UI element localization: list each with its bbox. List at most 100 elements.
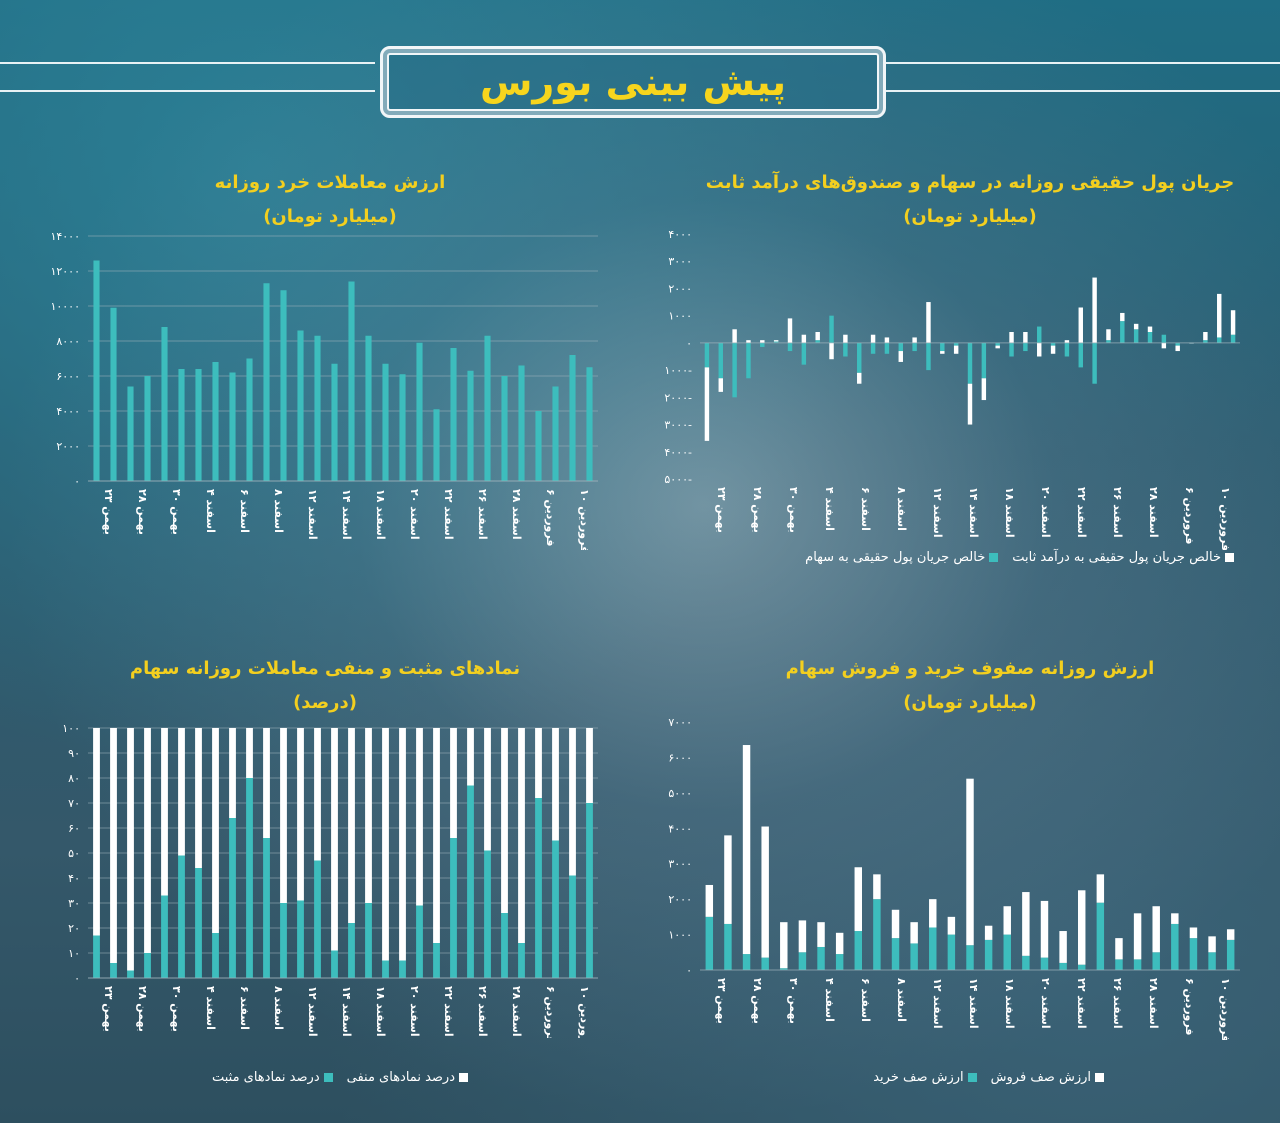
y-tick-label: ۲۰۰۰-: [664, 391, 692, 404]
bar-teal: [297, 330, 304, 481]
bar-teal: [761, 957, 769, 970]
bar-white: [995, 345, 1000, 349]
bar-teal: [297, 900, 304, 978]
y-tick-label: ۰: [686, 337, 692, 350]
x-tick-label: ۱۲ اسفند: [931, 487, 944, 538]
bar-white: [1078, 307, 1083, 343]
bar-teal: [93, 935, 100, 978]
y-tick-label: ۱۰۰۰: [668, 310, 692, 323]
title-box: پیش بینی بورس: [380, 46, 886, 118]
bar-white: [929, 899, 937, 928]
x-tick-label: ۸ اسفند: [895, 978, 908, 1022]
bar-white: [484, 728, 491, 851]
x-tick-label: ۶ اسفند: [859, 978, 872, 1022]
x-tick-label: ۲۸ اسفند: [510, 489, 523, 540]
bar-white: [746, 340, 751, 343]
bar-teal: [857, 342, 862, 373]
bar-white: [870, 334, 876, 343]
bar-teal: [891, 938, 900, 970]
bar-teal: [1078, 964, 1086, 970]
bar-teal: [801, 342, 807, 365]
bar-white: [1050, 345, 1056, 354]
bar-white: [1040, 900, 1049, 958]
y-tick-label: ۰: [686, 964, 692, 977]
x-tick-label: ۲۳ بهمن: [102, 986, 115, 1032]
bar-teal: [450, 838, 457, 978]
bar-white: [1208, 936, 1216, 953]
bar-white: [1217, 293, 1222, 338]
bar-teal: [518, 943, 525, 978]
bar-teal: [1009, 342, 1014, 357]
retail-chart: ۱۴۰۰۰ ۱۲۰۰۰ ۱۰۰۰۰ ۸۰۰۰ ۶۰۰۰ ۴۰۰۰ ۲۰۰۰ ۰ ۲۳ بهمن ۲…: [50, 230, 598, 550]
y-tick-label: ۱۰: [68, 947, 80, 960]
bar-white: [297, 728, 304, 901]
x-tick-label: ۶ فروردین: [544, 489, 557, 546]
bar-white: [331, 728, 338, 951]
x-tick-label: ۱۴ اسفند: [967, 978, 980, 1029]
retail-title-line2: (میلیارد تومان): [263, 206, 397, 227]
bar-white: [195, 728, 202, 868]
legend-item-buy-queue: ارزش صف خرید: [873, 1070, 977, 1085]
bar-teal: [365, 903, 372, 978]
bar-white: [161, 728, 168, 896]
y-tick-label: ۱۰۰۰: [668, 929, 692, 942]
bar-teal: [967, 342, 973, 384]
bar-white: [1078, 890, 1086, 965]
bar-teal: [331, 363, 338, 481]
bar-teal: [365, 335, 372, 481]
symbols-title-line2: (درصد): [293, 692, 357, 713]
bar-teal: [178, 855, 185, 978]
bar-white: [1161, 342, 1167, 349]
bar-white: [705, 884, 714, 917]
bar-teal: [1003, 934, 1011, 970]
symbols-legend: درصد نمادهای منفی درصد نمادهای مثبت: [212, 1070, 468, 1085]
x-tick-label: ۲۸ بهمن: [136, 489, 149, 535]
bar-white: [433, 728, 440, 943]
bar-white: [898, 351, 903, 362]
bar-teal: [1096, 902, 1105, 970]
bar-white: [884, 337, 890, 343]
bar-teal: [966, 945, 974, 970]
symbols-title-line1: نمادهای مثبت و منفی معاملات روزانه سهام: [129, 658, 521, 679]
bar-teal: [854, 931, 862, 970]
bar-white: [110, 728, 117, 963]
bar-teal: [382, 960, 389, 978]
bar-teal: [929, 927, 937, 970]
bar-white: [1022, 892, 1030, 956]
bar-white: [857, 372, 862, 384]
symbols-title: نمادهای مثبت و منفی معاملات روزانه سهام …: [110, 652, 540, 720]
bar-white: [1009, 332, 1014, 343]
bar-white: [263, 728, 270, 838]
bar-white: [365, 728, 372, 903]
bar-white: [984, 925, 993, 940]
legend-item-positive: درصد نمادهای مثبت: [212, 1070, 333, 1085]
bar-teal: [433, 943, 440, 978]
bar-teal: [815, 340, 820, 343]
bar-teal: [1133, 959, 1142, 970]
bar-teal: [416, 342, 423, 481]
bar-white: [801, 334, 807, 343]
x-tick-label: ۲۶ اسفند: [1111, 978, 1124, 1029]
y-tick-label: ۴۰۰۰: [668, 822, 692, 835]
bar-teal: [144, 953, 151, 978]
x-tick-label: ۲۶ اسفند: [476, 489, 489, 540]
bar-teal: [884, 342, 890, 354]
x-tick-label: ۲۸ بهمن: [751, 978, 764, 1024]
y-tick-label: ۳۰: [68, 897, 80, 910]
legend-label: خالص جریان پول حقیقی به درآمد ثابت: [1012, 550, 1221, 565]
bar-white: [1203, 332, 1208, 341]
bar-teal: [742, 954, 751, 970]
y-tick-label: ۹۰: [68, 747, 80, 760]
bar-white: [1171, 913, 1179, 924]
bar-white: [1037, 342, 1042, 357]
bar-teal: [195, 868, 202, 978]
y-tick-label: ۱۰۰۰-: [664, 364, 692, 377]
bar-teal: [912, 342, 917, 352]
bar-teal: [984, 939, 993, 970]
bar-teal: [787, 342, 793, 352]
legend-label: خالص جریان پول حقیقی به سهام: [805, 550, 986, 565]
bar-white: [212, 728, 219, 933]
bar-white: [854, 867, 862, 932]
bar-teal: [1106, 340, 1111, 343]
bar-teal: [501, 376, 508, 481]
